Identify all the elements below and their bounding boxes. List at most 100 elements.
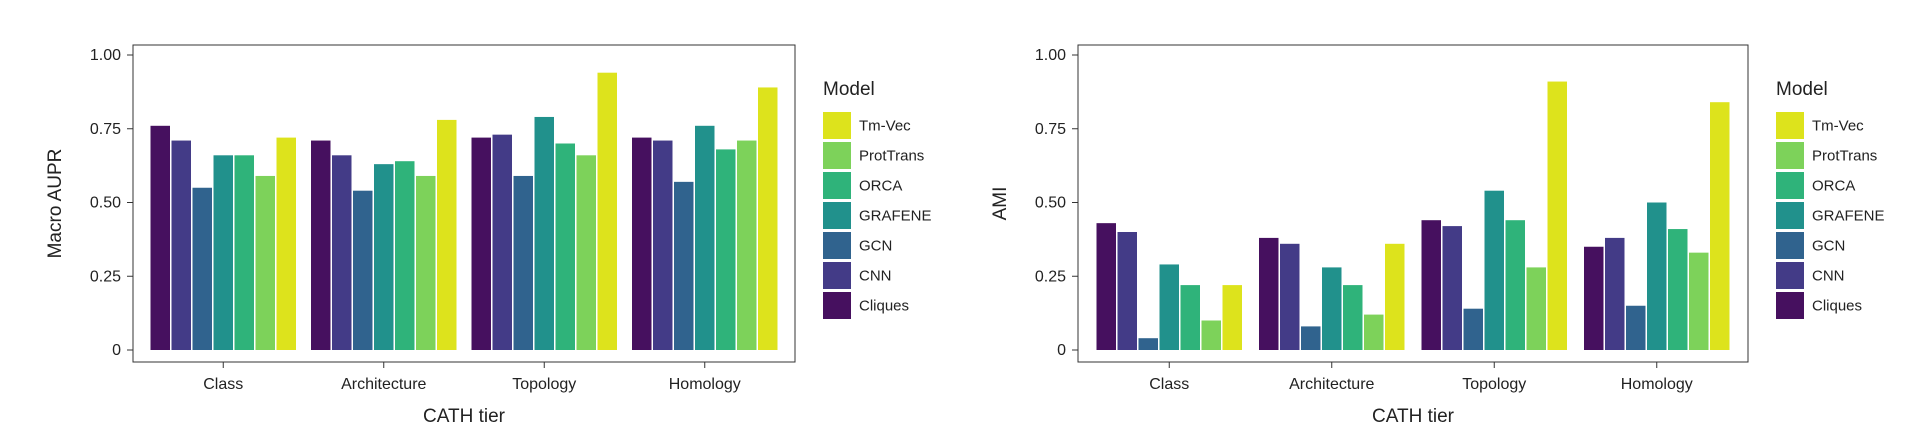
bar-cliques-class	[150, 125, 170, 350]
bar-orca-architecture	[395, 161, 415, 350]
bar-tm-vec-class	[1222, 285, 1242, 350]
bar-cliques-architecture	[311, 140, 331, 350]
bar-cliques-topology	[471, 137, 491, 350]
bar-tm-vec-topology	[597, 72, 617, 350]
bar-orca-class	[234, 155, 254, 350]
bar-gcn-architecture	[1301, 326, 1321, 350]
bar-prottrans-class	[255, 175, 275, 350]
bar-prottrans-architecture	[416, 175, 436, 350]
bar-cliques-homology	[1584, 246, 1604, 350]
bar-orca-homology	[716, 149, 736, 350]
x-tick-label: Homology	[669, 376, 741, 393]
chart-panel-2: 0 0.25 0.50 0.75 1.00 AMI Class Architecture Top…	[990, 44, 1885, 426]
legend-swatch	[823, 232, 851, 259]
y-tick-label: 0.50	[1035, 195, 1066, 212]
bar-cnn-topology	[1442, 226, 1462, 350]
legend-label: ORCA	[1812, 178, 1855, 195]
bar-cnn-architecture	[1280, 243, 1300, 350]
legend-swatch	[823, 292, 851, 319]
bar-orca-class	[1180, 285, 1200, 350]
bar-gcn-homology	[1626, 305, 1646, 350]
bar-cnn-class	[1117, 232, 1137, 350]
legend-swatch	[1776, 172, 1804, 199]
y-axis-title: Macro AUPR	[45, 149, 66, 259]
bar-prottrans-class	[1201, 320, 1221, 350]
bar-cliques-homology	[632, 137, 652, 350]
legend-swatch	[1776, 142, 1804, 169]
y-tick-label: 0.50	[90, 195, 121, 212]
legend-swatch	[1776, 232, 1804, 259]
legend-label: CNN	[859, 268, 892, 285]
legend-swatch	[823, 202, 851, 229]
y-tick-label: 0.75	[90, 121, 121, 138]
bar-gcn-homology	[674, 181, 694, 350]
legend-label: GCN	[859, 238, 892, 255]
bar-grafene-architecture	[1322, 267, 1342, 350]
bar-cnn-architecture	[332, 155, 352, 350]
bar-grafene-homology	[695, 125, 715, 350]
x-tick-label: Topology	[512, 376, 576, 393]
legend-swatch	[823, 142, 851, 169]
x-tick-label: Class	[1149, 376, 1189, 393]
plot-frame	[132, 44, 796, 363]
bar-cnn-topology	[492, 134, 512, 350]
bar-tm-vec-architecture	[437, 119, 457, 351]
bar-cliques-class	[1096, 223, 1116, 350]
bar-prottrans-homology	[1689, 252, 1709, 350]
y-axis-title: AMI	[990, 187, 1011, 221]
bar-gcn-architecture	[353, 190, 373, 350]
legend-label: ORCA	[859, 178, 902, 195]
bar-gcn-topology	[513, 175, 533, 350]
bar-grafene-architecture	[374, 164, 394, 350]
bar-grafene-class	[1159, 264, 1179, 350]
x-axis-title: CATH tier	[423, 406, 506, 426]
legend-label: ProtTrans	[1812, 148, 1877, 165]
legend-swatch	[1776, 262, 1804, 289]
bar-orca-homology	[1668, 229, 1688, 350]
legend-swatch	[823, 262, 851, 289]
bar-prottrans-homology	[737, 140, 757, 350]
y-tick-label: 0	[112, 342, 121, 359]
legend: Model Tm-Vec ProtTrans ORCA GRAFENE GCN CNN Cli…	[823, 79, 932, 319]
bar-cliques-topology	[1421, 220, 1441, 350]
legend-swatch	[1776, 202, 1804, 229]
y-tick-label: 0.75	[1035, 121, 1066, 138]
bar-grafene-topology	[1484, 190, 1504, 350]
legend-label: GRAFENE	[859, 208, 932, 225]
legend-label: Tm-Vec	[859, 118, 911, 135]
bar-gcn-topology	[1463, 308, 1483, 350]
bar-prottrans-architecture	[1364, 314, 1384, 350]
legend-label: GRAFENE	[1812, 208, 1885, 225]
legend-title: Model	[1776, 79, 1828, 100]
bar-tm-vec-architecture	[1385, 243, 1405, 350]
bar-gcn-class	[192, 187, 212, 350]
bar-prottrans-topology	[1526, 267, 1546, 350]
legend-swatch	[823, 112, 851, 139]
y-tick-label: 0.25	[90, 268, 121, 285]
legend-swatch	[1776, 292, 1804, 319]
bar-prottrans-topology	[576, 155, 596, 350]
bar-orca-topology	[1505, 220, 1525, 350]
legend-title: Model	[823, 79, 875, 100]
plot-frame	[1077, 44, 1749, 363]
legend-swatch	[1776, 112, 1804, 139]
legend-label: GCN	[1812, 238, 1845, 255]
legend-label: CNN	[1812, 268, 1845, 285]
bar-gcn-class	[1138, 338, 1158, 350]
bar-grafene-homology	[1647, 202, 1667, 350]
bar-tm-vec-class	[276, 137, 296, 350]
bar-cnn-homology	[1605, 237, 1625, 350]
bar-cliques-architecture	[1259, 237, 1279, 350]
legend-label: Cliques	[859, 298, 909, 315]
bar-cnn-class	[171, 140, 191, 350]
bar-tm-vec-homology	[758, 87, 778, 350]
y-tick-label: 1.00	[1035, 47, 1066, 64]
legend-label: ProtTrans	[859, 148, 924, 165]
x-tick-label: Class	[203, 376, 243, 393]
legend-swatch	[823, 172, 851, 199]
x-tick-label: Homology	[1621, 376, 1693, 393]
x-tick-label: Topology	[1462, 376, 1526, 393]
x-tick-label: Architecture	[341, 376, 426, 393]
